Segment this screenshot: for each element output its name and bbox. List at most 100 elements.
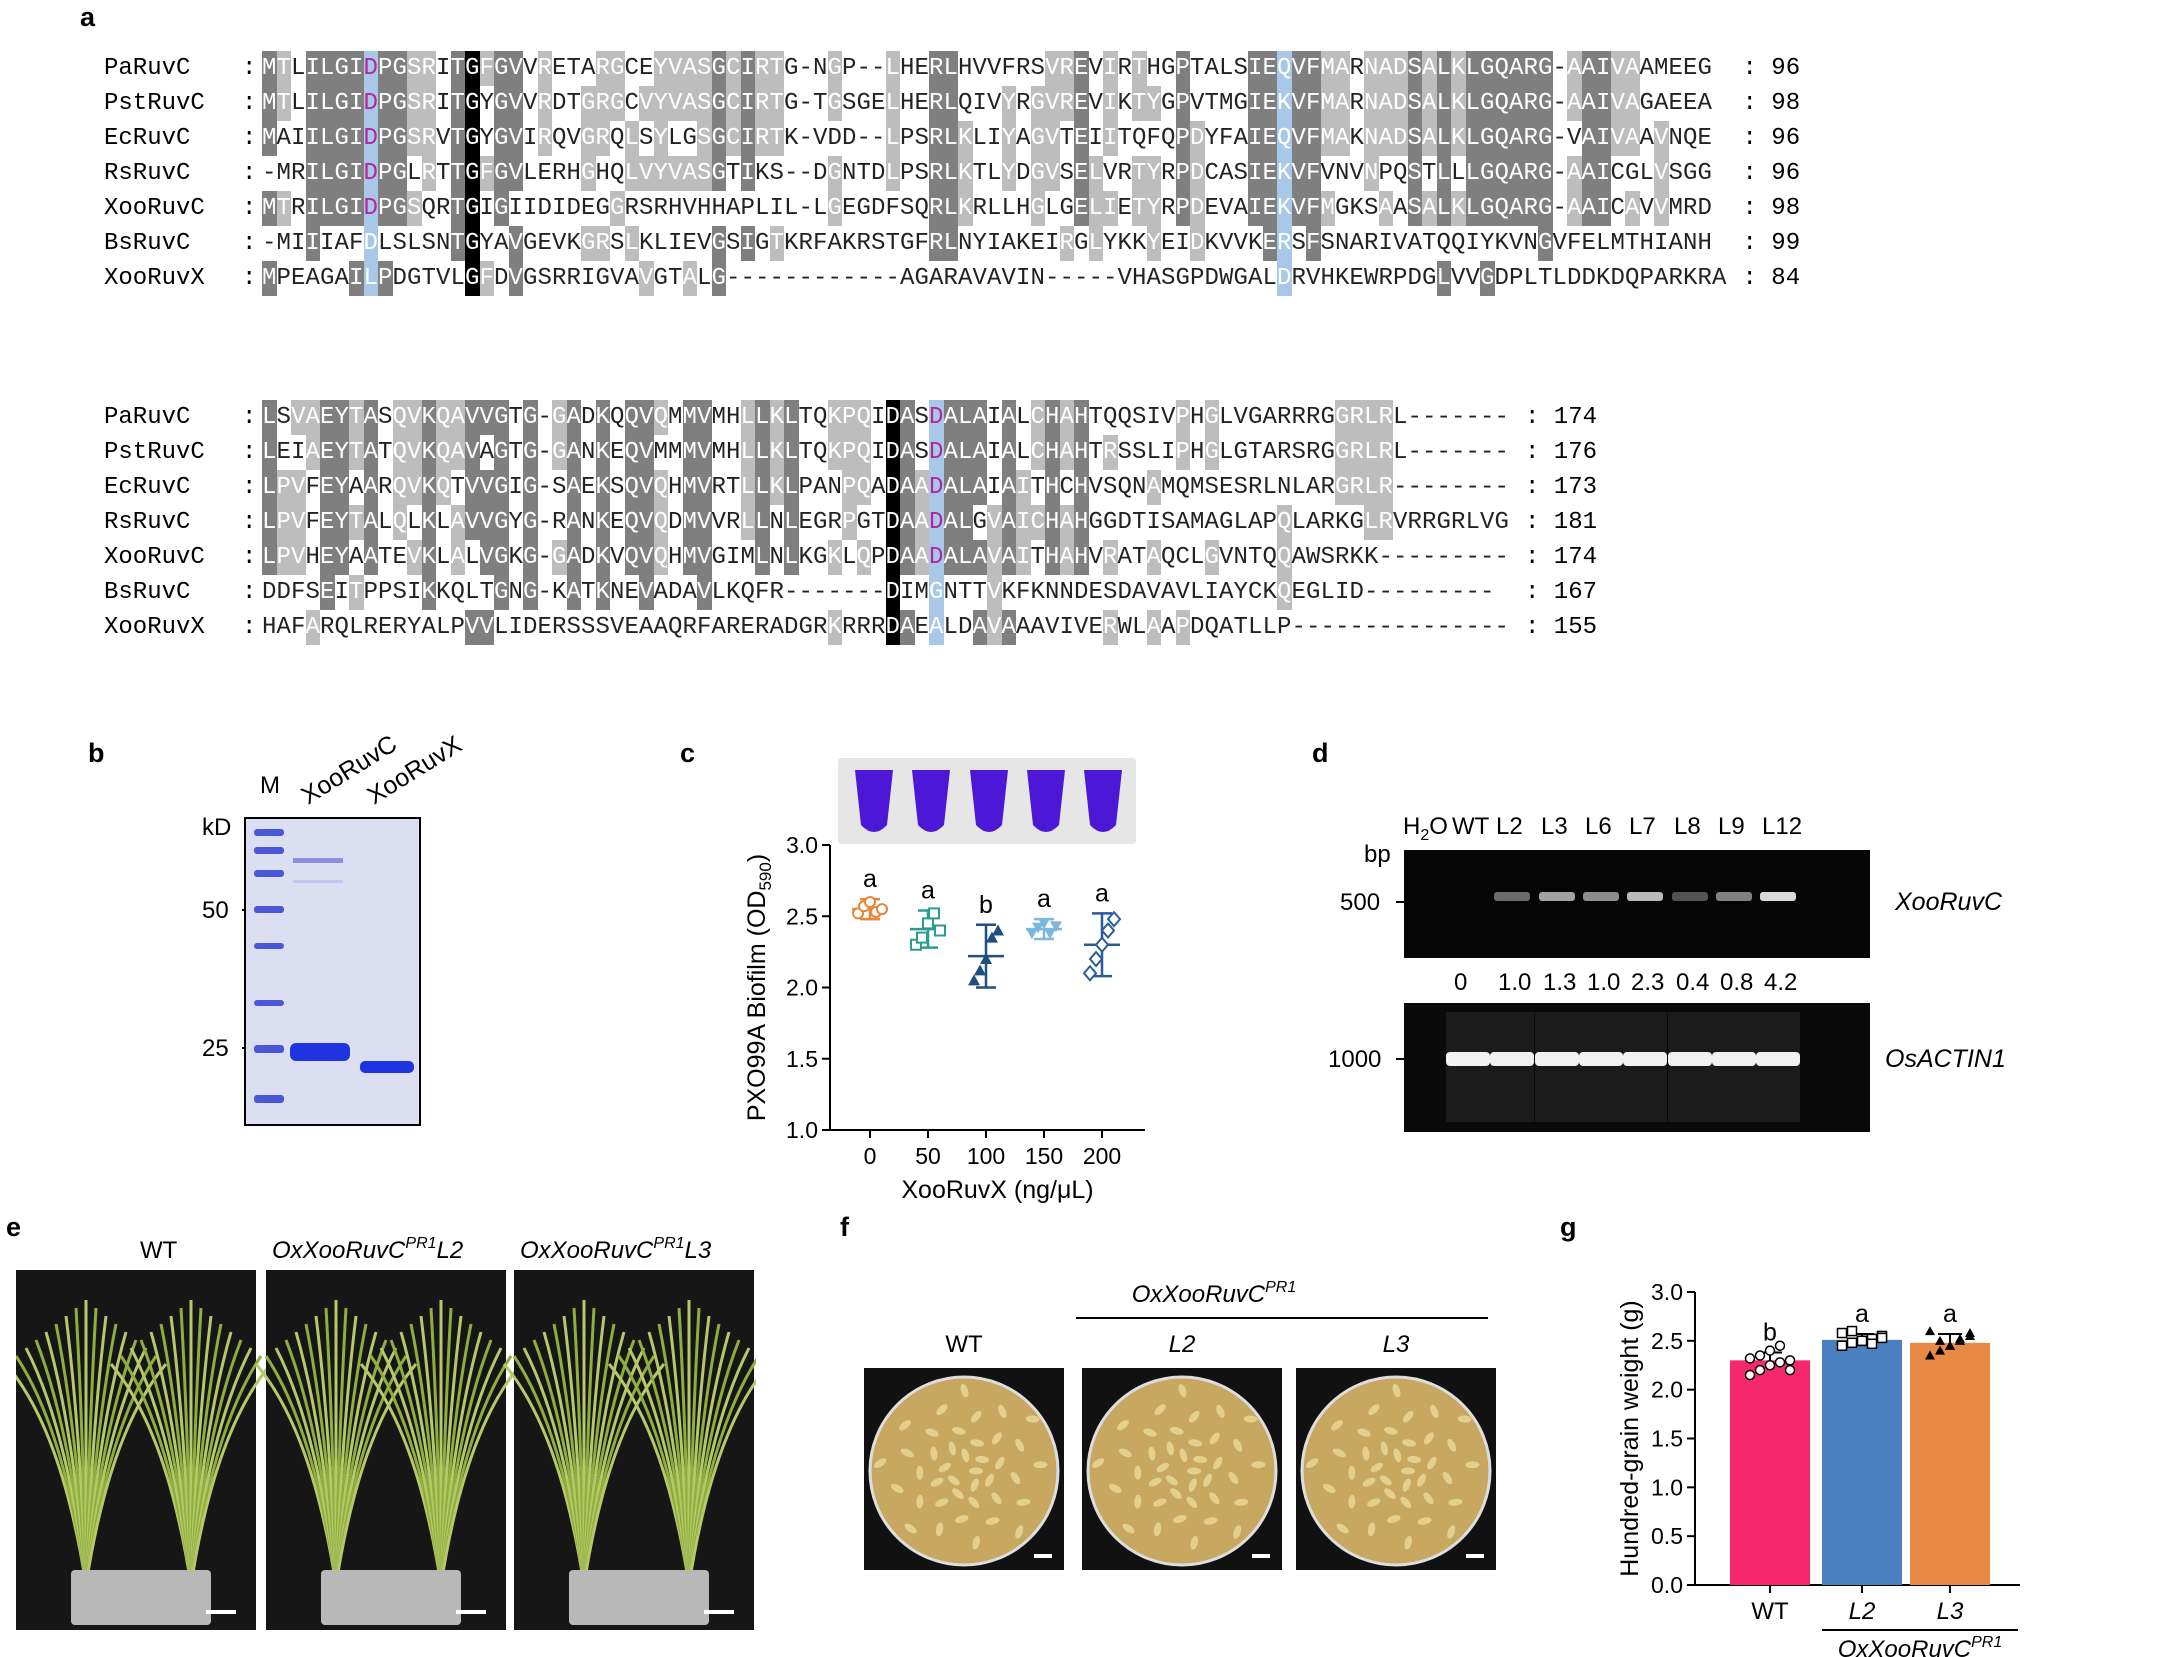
grain <box>1190 1535 1199 1550</box>
residue-count: : 84 <box>1742 265 1801 292</box>
sequence: MTLILGIDPGSRITGYGVVRDTGRGCVYVASGCIRTG-TG… <box>262 86 1727 121</box>
alignment-row: PaRuvC: MTLILGIDPGSRITGFGVVRETARGCEYVASGC… <box>104 51 1800 86</box>
alignment-row: RsRuvC: LPVFEYTALQLKLAVVGYG-RANKEQVQDMVVR… <box>104 505 1597 540</box>
sequence: -MRILGIDPGLRTTGFGVLERHGHQLVYVASGTIKS--DG… <box>262 156 1727 191</box>
grain <box>1423 1432 1434 1445</box>
alignment-row: PaRuvC: LSVAEYTASQVKQAVVGTG-GADKQQVQMMVMH… <box>104 400 1597 435</box>
grain <box>985 1517 1000 1525</box>
residue-count: : 173 <box>1525 474 1598 501</box>
y-tick-label: 3.0 <box>786 832 818 858</box>
sequence-name: PaRuvC <box>104 404 191 431</box>
pcr-band <box>1760 892 1796 901</box>
grain <box>952 1488 964 1499</box>
grain <box>1169 1426 1184 1435</box>
sequence: DDFSEITPPSIKKQLTGNG-KATKNEVADAVLKQFR----… <box>262 575 1509 610</box>
x-tick-label: 50 <box>915 1143 941 1169</box>
lane-label: L6 <box>1585 813 1612 840</box>
grain <box>1251 1461 1266 1469</box>
data-point <box>1866 1338 1878 1350</box>
grain <box>991 1492 1002 1505</box>
grain <box>954 1515 969 1523</box>
seed-dish <box>868 1375 1060 1567</box>
alignment-row: RsRuvC: -MRILGIDPGLRTTGFGVLERHGHQLVYVASGT… <box>104 156 1800 191</box>
rice-leaf <box>84 1363 168 1586</box>
colon: : <box>242 579 257 606</box>
grain <box>938 1462 951 1473</box>
grain <box>1122 1523 1135 1534</box>
colon: : <box>242 55 257 82</box>
rice-leaf <box>189 1363 273 1586</box>
grain <box>1010 1471 1021 1485</box>
sequence-name: XooRuvC <box>104 544 205 571</box>
ratio-label: 1.3 <box>1543 969 1576 996</box>
significance-letter: a <box>1943 1300 1957 1328</box>
y-axis-title: PXO99A Biofilm (OD590) <box>743 854 775 1121</box>
x-tick-label: WT <box>1751 1598 1789 1625</box>
grain <box>1154 1404 1166 1416</box>
grain <box>1209 1432 1220 1445</box>
grain <box>930 1477 944 1487</box>
grain <box>935 1522 944 1537</box>
grain <box>1402 1439 1417 1447</box>
grain <box>1367 1498 1381 1507</box>
grain <box>1384 1488 1396 1499</box>
dish-label-wt: WT <box>945 1331 983 1358</box>
sds-page-panel: M XooRuvC XooRuvX kD 50 25 <box>202 730 467 1126</box>
gene-xooruvc: XooRuvC <box>1894 888 2003 916</box>
biofilm-chart: 1.0 1.5 2.0 2.5 3.0 0 a 50 a 100 b 150 a 200 a XooRuvX … <box>743 832 1145 1204</box>
alignment-row: EcRuvC: MAIILGIDPGSRVTGYGVIRQVGRQLSYLGSGC… <box>104 121 1800 156</box>
seed-dish <box>1086 1375 1278 1567</box>
alignment-row: PstRuvC: MTLILGIDPGSRITGYGVVRDTGRGCVYVASG… <box>104 86 1800 121</box>
residue-count: : 155 <box>1525 614 1598 641</box>
residue-count: : 167 <box>1525 579 1598 606</box>
data-point <box>1106 910 1122 928</box>
pcr-band <box>1668 1052 1712 1066</box>
grain <box>1118 1448 1132 1458</box>
grain <box>1234 1498 1249 1506</box>
grain <box>1423 1492 1434 1505</box>
grain <box>1357 1428 1371 1437</box>
data-point <box>934 924 946 937</box>
grain <box>1188 1410 1200 1423</box>
ladder-bands <box>254 829 284 1103</box>
grain <box>1348 1465 1356 1480</box>
grain <box>1134 1494 1142 1509</box>
data-point <box>916 931 928 944</box>
h2o-label: H2O <box>1403 813 1448 844</box>
sequence: LEIAEYTATQVKQAVAGTG-GANKEQVMMMVMHLLKLTQK… <box>262 435 1509 470</box>
grain <box>1172 1515 1187 1523</box>
grain <box>1402 1410 1414 1423</box>
grain <box>1368 1404 1380 1416</box>
data-point <box>1744 1369 1756 1381</box>
sequence: LPVHEYAATEVKLALVGKG-GADKVQVQHMVGIMLNLKGK… <box>262 540 1509 575</box>
data-point <box>1955 1333 1965 1343</box>
grain <box>1148 1446 1156 1461</box>
grain <box>1417 1517 1432 1525</box>
significance-letter: a <box>921 877 935 905</box>
grain <box>1187 1467 1201 1475</box>
grain <box>1448 1498 1463 1506</box>
scale-bar <box>1466 1554 1484 1558</box>
marker-25: 25 <box>202 1035 229 1062</box>
lane-label: L7 <box>1629 813 1656 840</box>
data-point <box>1925 1350 1935 1360</box>
grain <box>1393 1448 1402 1463</box>
residue-count: : 99 <box>1742 230 1801 257</box>
rice-leaf <box>582 1363 666 1586</box>
grain <box>951 1426 966 1435</box>
grain <box>991 1432 1002 1445</box>
x-tick-label: 200 <box>1083 1143 1121 1169</box>
lane-smear <box>1623 1012 1667 1122</box>
data-point <box>1754 1364 1766 1376</box>
grain <box>1153 1522 1162 1537</box>
grain <box>1166 1441 1175 1456</box>
grain <box>1407 1455 1422 1464</box>
data-point <box>1846 1337 1858 1349</box>
data-point <box>1784 1355 1796 1366</box>
grain <box>1209 1492 1220 1505</box>
ratio-label: 0 <box>1454 969 1467 996</box>
lane-label-m: M <box>260 772 280 799</box>
grain <box>930 1446 938 1461</box>
panel-label-f: f <box>840 1212 849 1242</box>
data-point <box>986 931 998 943</box>
